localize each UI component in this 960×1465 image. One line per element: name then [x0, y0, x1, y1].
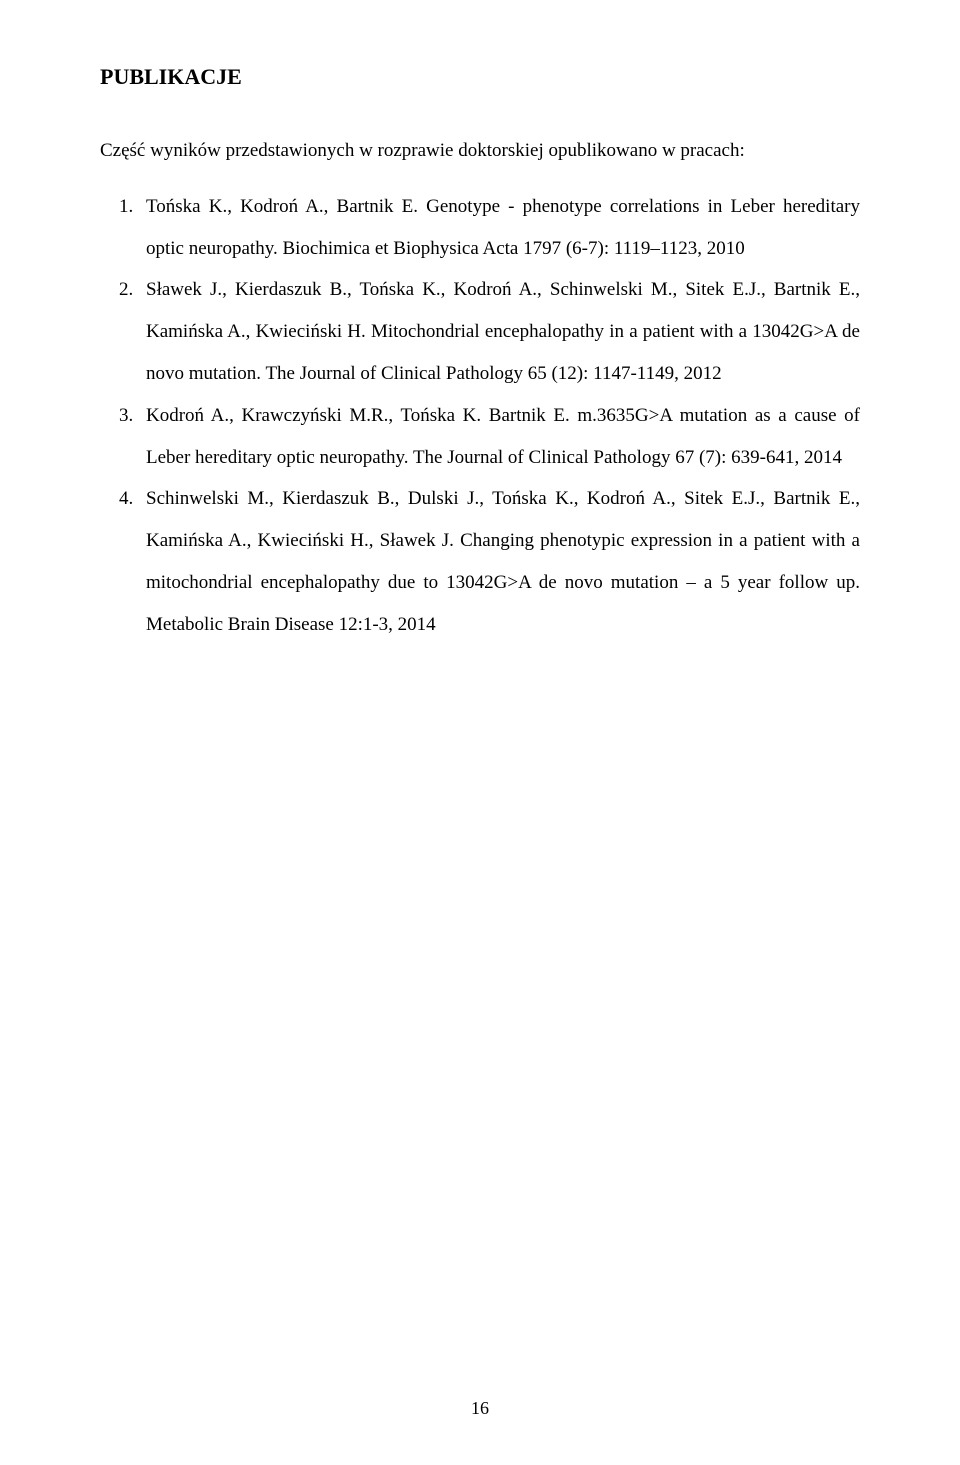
page: PUBLIKACJE Część wyników przedstawionych… [0, 0, 960, 1465]
section-heading: PUBLIKACJE [100, 64, 860, 90]
publication-list: Tońska K., Kodroń A., Bartnik E. Genotyp… [100, 186, 860, 646]
page-number: 16 [0, 1398, 960, 1419]
intro-text: Część wyników przedstawionych w rozprawi… [100, 130, 860, 172]
publication-item: Sławek J., Kierdaszuk B., Tońska K., Kod… [138, 269, 860, 394]
publication-item: Schinwelski M., Kierdaszuk B., Dulski J.… [138, 478, 860, 645]
publication-item: Kodroń A., Krawczyński M.R., Tońska K. B… [138, 395, 860, 479]
publication-item: Tońska K., Kodroń A., Bartnik E. Genotyp… [138, 186, 860, 270]
